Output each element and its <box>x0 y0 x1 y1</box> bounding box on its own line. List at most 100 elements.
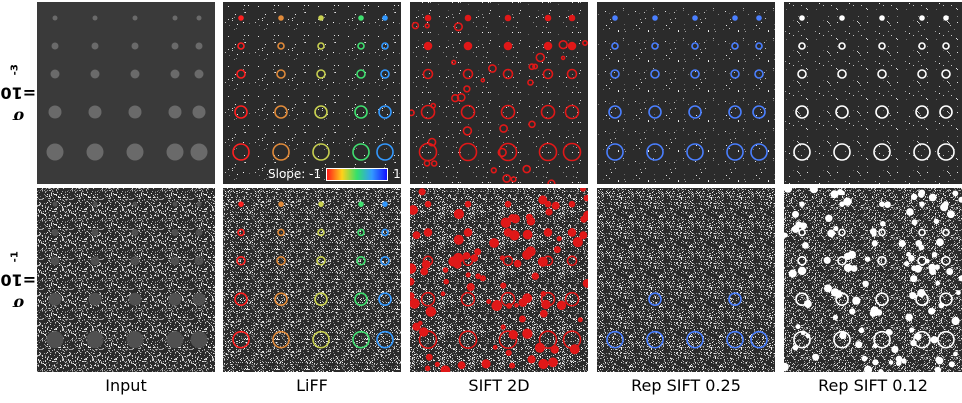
liff-detection <box>356 255 366 266</box>
rep-sift-detection <box>750 330 768 349</box>
sift-spurious-detection <box>518 315 526 323</box>
liff-detection <box>380 255 390 266</box>
rep-sift-012-spurious-detection <box>918 189 926 196</box>
input-blob <box>166 143 184 161</box>
sift-detection <box>542 68 554 80</box>
rep-sift-012-detection <box>798 42 806 50</box>
panel-liff-high-noise <box>223 188 401 372</box>
rep-sift-012-spurious-detection <box>843 263 853 272</box>
sift-spurious-detection <box>547 179 556 184</box>
input-blob <box>51 228 59 236</box>
rep-sift-012-spurious-detection <box>946 210 955 219</box>
rep-sift-012-spurious-detection <box>870 306 879 315</box>
rep-sift-012-detection <box>873 143 891 161</box>
sift-spurious-detection <box>456 92 466 102</box>
liff-detection <box>382 201 388 207</box>
liff-detection <box>357 228 365 237</box>
sift-spurious-detection <box>427 137 437 147</box>
sift-spurious-detection <box>453 208 465 220</box>
rep-sift-012-detection <box>877 255 887 266</box>
sift-spurious-detection <box>453 22 464 32</box>
sift-spurious-detection <box>537 256 548 267</box>
input-blob <box>88 105 102 119</box>
rep-sift-012-spurious-detection <box>871 231 877 237</box>
input-blob <box>130 256 140 266</box>
rep-sift-012-detection <box>873 330 891 349</box>
input-blob <box>130 69 140 79</box>
rep-sift-012-spurious-detection <box>888 360 894 365</box>
rep-sift-012-spurious-detection <box>825 214 833 222</box>
rep-sift-012-detection <box>875 105 889 119</box>
rep-sift-012-spurious-detection <box>872 359 879 366</box>
sift-detection <box>464 14 472 22</box>
rep-sift-012-spurious-detection <box>928 307 936 315</box>
rep-sift-012-spurious-detection <box>795 221 802 229</box>
rep-sift-012-detection <box>793 143 811 161</box>
rep-sift-012-spurious-detection <box>812 353 820 361</box>
rep-sift-012-spurious-detection <box>911 265 917 272</box>
liff-detection <box>314 105 328 119</box>
liff-detection <box>232 330 250 349</box>
rep-sift-012-spurious-detection <box>903 261 910 267</box>
panel-image-input-high-noise <box>37 188 215 372</box>
rep-sift-012-spurious-detection <box>935 280 941 286</box>
sift-spurious-detection <box>489 238 499 248</box>
rep-sift-detection <box>646 330 664 349</box>
sift-detection <box>568 200 576 208</box>
sift-detection <box>543 41 553 51</box>
rep-sift-012-detection <box>941 255 951 266</box>
sift-spurious-detection <box>434 361 440 367</box>
sift-spurious-detection <box>462 252 471 260</box>
rep-sift-detection <box>686 143 704 161</box>
input-blob <box>195 228 203 236</box>
input-blob <box>132 15 138 21</box>
sift-detection <box>502 255 514 267</box>
sift-detection <box>423 41 433 51</box>
sift-detection <box>504 14 512 22</box>
liff-detection <box>376 330 394 349</box>
rep-sift-012-spurious-detection <box>896 356 902 362</box>
sift-spurious-detection <box>553 246 561 254</box>
liff-detection <box>358 201 364 207</box>
sift-spurious-detection <box>522 164 531 174</box>
rep-sift-012-spurious-detection <box>946 268 954 276</box>
liff-detection <box>237 228 245 237</box>
colorbar-gradient <box>326 167 389 181</box>
rep-sift-detection <box>726 330 744 349</box>
input-blob <box>171 42 179 50</box>
rep-sift-012-spurious-detection <box>827 229 836 238</box>
rep-sift-012-spurious-detection <box>931 251 938 258</box>
sift-spurious-detection <box>479 275 486 282</box>
rep-sift-012-spurious-detection <box>836 188 844 196</box>
input-blob <box>86 143 104 161</box>
sift-spurious-detection <box>510 176 517 183</box>
liff-detection <box>354 292 368 307</box>
rep-sift-012-spurious-detection <box>938 302 945 309</box>
sift-spurious-detection <box>527 355 536 364</box>
panel-liff-low-noise <box>223 2 401 184</box>
liff-detection <box>312 330 330 349</box>
liff-detection <box>236 69 246 79</box>
sift-spurious-detection <box>410 205 418 215</box>
rep-sift-detection <box>650 69 660 79</box>
rep-sift-012-spurious-detection <box>864 365 873 372</box>
rep-sift-012-spurious-detection <box>803 300 812 308</box>
rep-sift-012-detection <box>937 330 955 349</box>
rep-sift-012-detection <box>941 69 951 79</box>
rep-sift-012-spurious-detection <box>871 240 878 247</box>
panel-image-rep-sift-025-low-noise <box>597 2 775 184</box>
liff-detection <box>237 42 245 50</box>
input-blob <box>170 69 180 79</box>
rep-sift-012-detection <box>799 201 805 207</box>
sift-spurious-detection <box>457 361 466 370</box>
sift-detection <box>422 68 434 80</box>
rep-sift-012-spurious-detection <box>791 225 800 233</box>
input-blob <box>195 42 203 50</box>
rep-sift-detection <box>731 42 739 50</box>
sift-spurious-detection <box>538 358 549 370</box>
liff-detection <box>357 42 365 50</box>
panel-sift2d-low-noise <box>410 2 588 184</box>
liff-detection <box>312 143 330 161</box>
sift-detection <box>502 68 514 80</box>
liff-detection <box>382 15 388 21</box>
